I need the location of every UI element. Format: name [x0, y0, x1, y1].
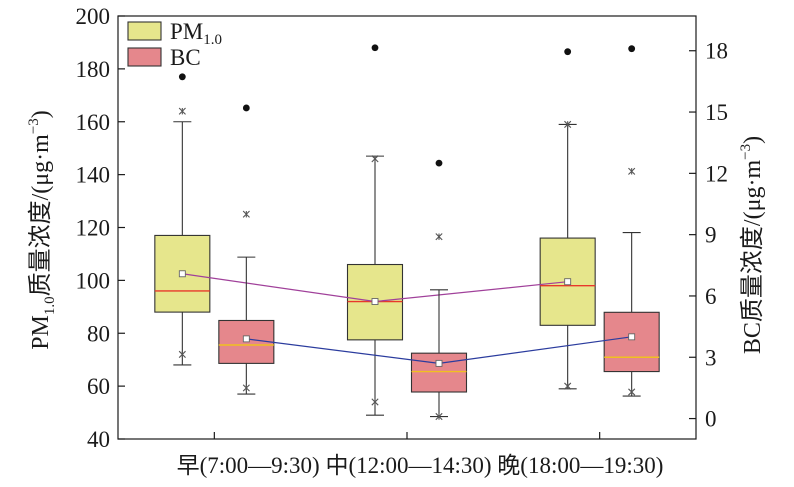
legend-label: PM1.0: [170, 19, 222, 48]
legend: PM1.0BC: [127, 19, 222, 70]
mean-marker: [564, 278, 572, 286]
outlier-point: [242, 104, 250, 112]
cross-marker: [178, 350, 186, 358]
cross-marker: [242, 384, 250, 392]
cross-marker: [371, 155, 379, 163]
y-left-tick-label: 200: [76, 4, 111, 29]
box-body: [410, 352, 468, 393]
mean-marker: [371, 298, 379, 305]
y-left-tick-label: 180: [76, 57, 111, 82]
cross-marker: [242, 210, 250, 218]
cross-marker: [435, 412, 443, 421]
outlier-point: [628, 45, 636, 53]
box-bc-1: [218, 104, 275, 395]
cross-marker: [564, 382, 572, 390]
outlier-point: [371, 44, 379, 52]
y-right-tick-label: 15: [705, 100, 728, 125]
legend-label: BC: [170, 45, 201, 70]
y-axis-right-title: BC质量浓度/(μg·m−3): [738, 136, 766, 354]
cross-marker: [564, 120, 572, 128]
plot-frame: [117, 15, 697, 440]
y-left-tick-label: 160: [76, 110, 111, 135]
legend-swatch: [127, 47, 162, 67]
outlier-point: [178, 73, 186, 81]
mean-marker: [242, 335, 250, 343]
y-left-tick-label: 80: [87, 321, 110, 346]
outlier-point: [435, 159, 443, 167]
y-left-tick-label: 140: [76, 163, 111, 188]
box-pm-2: [346, 44, 404, 416]
outlier-point: [564, 48, 572, 56]
mean-marker: [178, 270, 186, 278]
y-left-tick-label: 40: [87, 427, 110, 452]
y-right-tick-label: 3: [705, 345, 717, 370]
box-pm-3: [539, 48, 596, 390]
cross-marker: [371, 398, 379, 406]
y-right-tick-label: 0: [705, 407, 717, 432]
x-axis-category-label: 早(7:00—9:30) 中(12:00—14:30) 晚(18:00—19:3…: [177, 453, 664, 478]
y-axis-left-title: PM1.0质量浓度/(μg·m−3): [26, 110, 58, 350]
y-left-tick-label: 60: [87, 374, 110, 399]
cross-marker: [435, 233, 443, 241]
y-right-tick-label: 6: [705, 284, 717, 309]
box-bc-2: [410, 159, 468, 418]
mean-marker: [628, 333, 636, 341]
cross-marker: [178, 107, 186, 115]
y-left-tick-label: 120: [76, 216, 111, 241]
cross-marker: [628, 167, 636, 175]
mean-marker: [435, 359, 443, 367]
box-pm-1: [154, 73, 211, 366]
y-left-tick-label: 100: [76, 268, 111, 293]
y-right-tick-label: 9: [705, 223, 717, 248]
box-bc-3: [603, 45, 660, 397]
box-body: [603, 311, 660, 373]
plot-area: 40 60 80 100 120 140 160 180 200 0 3 6 9 12 15 18: [76, 4, 729, 452]
cross-marker: [628, 388, 636, 396]
legend-swatch: [127, 21, 162, 41]
y-right-tick-label: 12: [705, 161, 728, 186]
y-right-tick-label: 18: [705, 39, 728, 64]
